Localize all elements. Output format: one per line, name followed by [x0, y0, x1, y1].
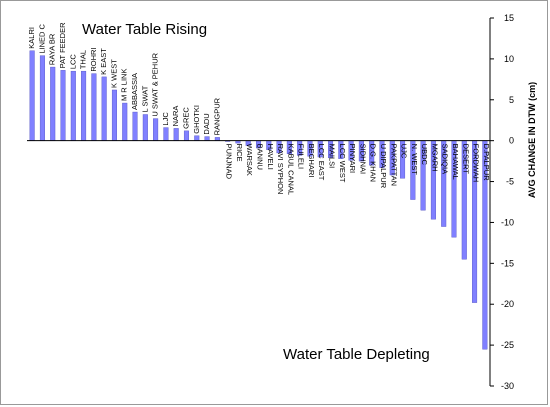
y-tick-label: -15: [501, 258, 514, 268]
category-label: UJC: [400, 144, 409, 159]
category-labels-group: KALRI LINED C RAYA BR PAT FEEDER LCC THAL ROHR…: [27, 22, 491, 195]
bar: [50, 66, 56, 141]
bar: [153, 118, 159, 141]
bar: [81, 70, 87, 141]
category-label: PUNJNAD: [225, 144, 234, 180]
category-label: KALRI: [27, 27, 36, 49]
category-label: UBDC: [420, 144, 429, 166]
category-label: BEGHARI: [307, 144, 316, 178]
category-label: M R LINK: [120, 69, 129, 102]
category-label: LCC EAST: [317, 144, 326, 181]
bar: [39, 55, 45, 141]
category-label: N. WEST: [410, 144, 419, 176]
category-label: SADIQIA: [441, 144, 450, 174]
bar: [91, 73, 97, 141]
y-tick-label: 0: [509, 136, 514, 146]
category-label: L SWAT: [140, 85, 149, 112]
category-label: FULELI: [297, 144, 306, 169]
category-label: DESERT: [461, 144, 470, 175]
category-label: D.G. KHAN: [369, 144, 378, 182]
category-label: RICE: [235, 144, 244, 162]
category-label: U DIPALPUR: [379, 144, 388, 189]
category-label: D.PALPUR: [482, 144, 491, 182]
category-label: GREC: [181, 107, 190, 129]
y-tick-label: -25: [501, 340, 514, 350]
bar: [101, 76, 107, 141]
category-label: U SWAT & PEHUR: [151, 52, 160, 116]
bar: [29, 50, 35, 141]
y-axis-label: AVG CHANGE IN DTW (cm): [527, 82, 537, 198]
category-label: K WEST: [109, 59, 118, 88]
category-label: LCC: [68, 54, 77, 70]
category-label: MGARH: [430, 144, 439, 172]
category-label: ROHRI: [89, 47, 98, 71]
category-label: NARA: [171, 106, 180, 127]
bars-group: [29, 50, 488, 350]
bar: [132, 111, 138, 141]
bar: [183, 130, 189, 141]
bar: [204, 136, 210, 141]
category-label: RAYA BR: [48, 33, 57, 65]
bar: [111, 89, 117, 141]
category-label: MAILSI: [328, 144, 337, 169]
category-label: ABBASSIA: [130, 73, 139, 110]
category-label: K EAST: [99, 48, 108, 75]
y-tick-label: -20: [501, 299, 514, 309]
bar: [60, 70, 66, 141]
bar: [142, 114, 148, 141]
category-label: LJC: [161, 112, 170, 126]
y-tick-label: 10: [504, 54, 514, 64]
category-label: LCC WEST: [338, 144, 347, 183]
bar: [122, 102, 128, 141]
category-label: THAL: [79, 50, 88, 69]
category-label: SIDHNAI: [358, 144, 367, 174]
bar: [163, 127, 169, 141]
y-ticks-group: 15 10 5 0 -5 -10 -15 -20 -25 -30: [490, 13, 514, 391]
y-tick-label: -10: [501, 217, 514, 227]
category-label: PINYARI: [348, 144, 357, 173]
category-label: LINED C: [37, 23, 46, 53]
category-label: GHOTKI: [192, 105, 201, 134]
bar: [173, 128, 179, 141]
category-label: HAVELI: [266, 144, 275, 170]
category-label: BAHAWAL: [451, 144, 460, 180]
y-tick-label: 15: [504, 13, 514, 23]
y-tick-label: 5: [509, 95, 514, 105]
category-label: PAT FEEDER: [58, 22, 67, 68]
category-label: RAVI SYPHON: [276, 144, 285, 195]
title-rising: Water Table Rising: [82, 21, 207, 38]
category-label: BANNU: [256, 144, 265, 170]
y-tick-label: -30: [501, 381, 514, 391]
category-label: FORDWAH: [472, 144, 481, 182]
category-label: PAKPATTAN: [389, 144, 398, 186]
y-tick-label: -5: [506, 177, 514, 187]
category-label: WARSAK: [245, 144, 254, 176]
category-label: RANGPUR: [212, 97, 221, 135]
bar: [194, 135, 200, 141]
title-depleting: Water Table Depleting: [283, 346, 430, 363]
bar: [70, 70, 76, 141]
category-label: DADU: [202, 113, 211, 134]
category-label: KABUL CANAL: [286, 144, 295, 195]
